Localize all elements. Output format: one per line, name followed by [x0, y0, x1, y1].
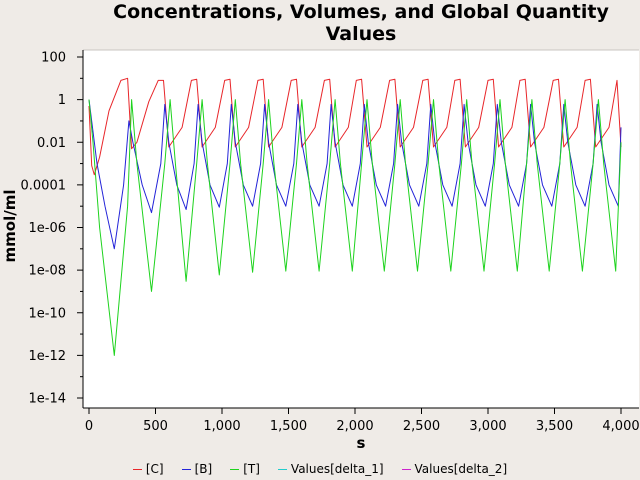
chart-title: Concentrations, Volumes, and Global Quan… — [0, 1, 640, 45]
legend-label: [B] — [194, 462, 213, 476]
x-tick-label: 3,000 — [469, 419, 506, 434]
series-line-1 — [88, 99, 622, 250]
y-tick-label: 1e-10 — [28, 306, 66, 321]
x-tick-label: 1,500 — [270, 419, 307, 434]
y-tick-label: 0.01 — [37, 136, 66, 151]
y-tick-label: 1e-12 — [28, 349, 66, 364]
series-line-0 — [88, 77, 622, 176]
legend-swatch — [132, 468, 142, 470]
legend-label: [C] — [145, 462, 164, 476]
legend: [C] [B] [T] Values[delta_1] Values[delta_2] — [0, 460, 640, 478]
y-tick-label: 1e-14 — [28, 392, 66, 407]
x-tick-label: 0 — [85, 419, 93, 434]
legend-item: [T] — [230, 460, 260, 478]
legend-swatch — [181, 468, 191, 470]
x-axis-title: s — [357, 434, 366, 452]
series-line-2 — [88, 99, 622, 356]
x-axis-ticks: 0 500 1,000 1,500 2,000 2,500 3,000 3,500 4,000 — [85, 408, 640, 434]
y-tick-label: 100 — [41, 51, 66, 66]
legend-item: Values[delta_1] — [277, 460, 384, 478]
chart-title-line-2: Values — [325, 23, 397, 45]
y-tick-label: 1e-08 — [28, 264, 66, 279]
legend-item: [B] — [181, 460, 213, 478]
x-tick-label: 2,000 — [336, 419, 373, 434]
x-tick-label: 4,000 — [602, 419, 639, 434]
plot-area — [83, 50, 639, 408]
x-tick-label: 3,500 — [536, 419, 573, 434]
y-tick-label: 1 — [58, 93, 66, 108]
legend-label: Values[delta_1] — [290, 462, 384, 476]
x-tick-label: 1,000 — [203, 419, 240, 434]
legend-label: [T] — [243, 462, 260, 476]
legend-label: Values[delta_2] — [414, 462, 508, 476]
y-axis-title: mmol/ml — [1, 190, 19, 263]
x-tick-label: 2,500 — [403, 419, 440, 434]
legend-item: Values[delta_2] — [401, 460, 508, 478]
y-tick-label: 1e-06 — [28, 221, 66, 236]
series-layer — [88, 77, 622, 356]
y-axis-ticks: 100 1 0.01 0.0001 1e-06 1e-08 1e-10 1e-12 1e-14 — [21, 51, 83, 407]
legend-item: [C] — [132, 460, 164, 478]
legend-swatch — [230, 468, 240, 470]
x-tick-label: 500 — [143, 419, 168, 434]
legend-swatch — [277, 468, 287, 470]
chart-title-line-1: Concentrations, Volumes, and Global Quan… — [113, 1, 609, 23]
y-tick-label: 0.0001 — [21, 178, 67, 193]
legend-swatch — [401, 468, 411, 470]
